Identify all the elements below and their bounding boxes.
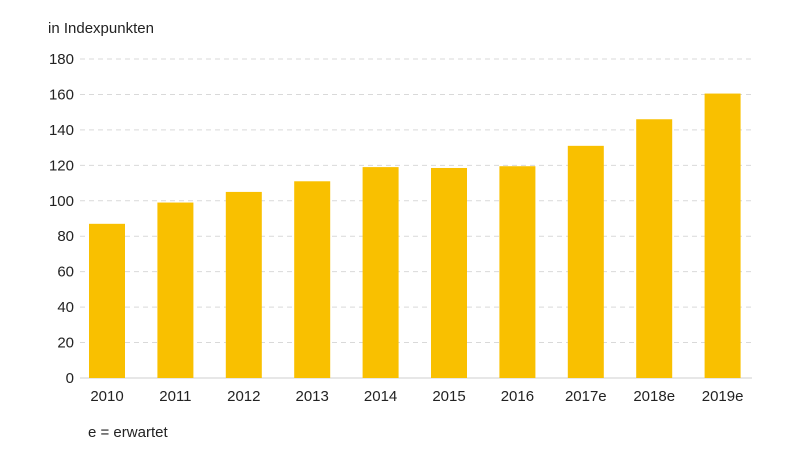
x-axis-ticks: 2010 2011 2012 2013 2014 2015 2016 2017e 2018e 20…	[90, 388, 743, 405]
y-tick-label: 80	[57, 228, 74, 245]
x-tick-label: 2011	[159, 388, 191, 405]
footnote: e = erwartet	[88, 424, 168, 441]
y-tick-label: 40	[57, 299, 74, 316]
bar-2013	[294, 181, 331, 378]
x-tick-label: 2014	[364, 388, 397, 405]
bar-2015	[431, 167, 467, 378]
x-tick-label: 2019e	[702, 388, 744, 405]
y-tick-label: 140	[49, 122, 74, 139]
y-tick-label: 20	[57, 335, 74, 352]
y-axis-label: in Indexpunkten	[48, 20, 154, 37]
x-tick-label: 2012	[227, 388, 260, 405]
x-tick-label: 2015	[432, 388, 465, 405]
y-axis-ticks: 0 20 40 60 80 100 120 140 160 180	[49, 51, 74, 387]
bar-2010	[89, 223, 125, 378]
bar-2019e	[704, 93, 741, 378]
y-tick-label: 180	[49, 51, 74, 68]
bar-2018e	[636, 119, 673, 378]
bar-2017e	[567, 145, 604, 378]
x-tick-label: 2010	[90, 388, 123, 405]
x-tick-label: 2013	[296, 388, 329, 405]
y-tick-label: 160	[49, 86, 74, 103]
y-tick-label: 100	[49, 193, 74, 210]
y-tick-label: 0	[66, 370, 74, 387]
bar-2011	[157, 202, 194, 378]
bars	[89, 93, 741, 378]
x-tick-label: 2018e	[633, 388, 675, 405]
y-tick-label: 60	[57, 264, 74, 281]
bar-2014	[362, 167, 399, 378]
x-tick-label: 2017e	[565, 388, 607, 405]
bar-2012	[225, 191, 262, 378]
y-tick-label: 120	[49, 157, 74, 174]
x-tick-label: 2016	[501, 388, 534, 405]
bar-2016	[499, 166, 536, 378]
